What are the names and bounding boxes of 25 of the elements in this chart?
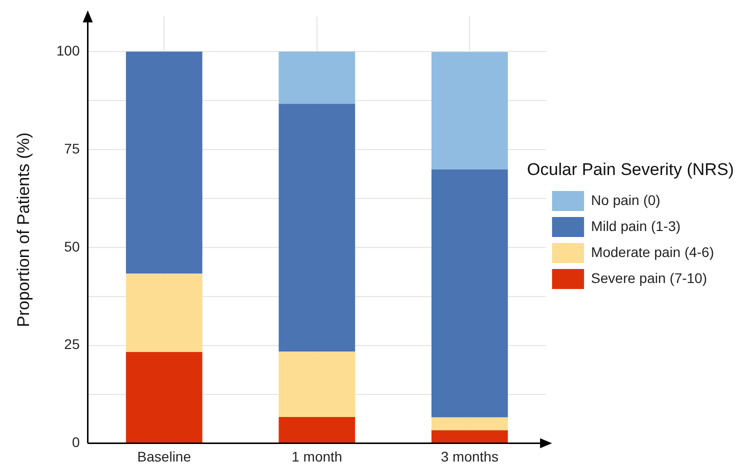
bar (431, 417, 508, 430)
y-tick-label: 50 (64, 238, 80, 254)
bar (278, 104, 356, 352)
legend-label: Moderate pain (4-6) (591, 244, 714, 260)
bar (278, 52, 356, 104)
legend-title: Ocular Pain Severity (NRS) (527, 160, 734, 179)
y-tick-label: 0 (72, 434, 80, 450)
legend-label: Severe pain (7-10) (591, 270, 707, 286)
bar (126, 52, 202, 274)
x-tick-label: Baseline (137, 448, 192, 464)
bar (126, 274, 202, 352)
y-tick-label: 100 (56, 42, 80, 58)
bar (278, 352, 356, 417)
bar (431, 170, 508, 418)
y-tick-label: 75 (64, 140, 80, 156)
legend-label: Mild pain (1-3) (591, 218, 681, 234)
bar (431, 52, 508, 170)
y-tick-label: 25 (64, 336, 80, 352)
y-axis-title: Proportion of Patients (%) (14, 132, 33, 328)
bar (126, 352, 202, 443)
x-tick-label: 3 months (440, 448, 498, 464)
bar (278, 416, 356, 443)
legend-label: No pain (0) (591, 192, 660, 208)
x-tick-label: 1 month (292, 448, 342, 464)
bar (431, 430, 508, 443)
